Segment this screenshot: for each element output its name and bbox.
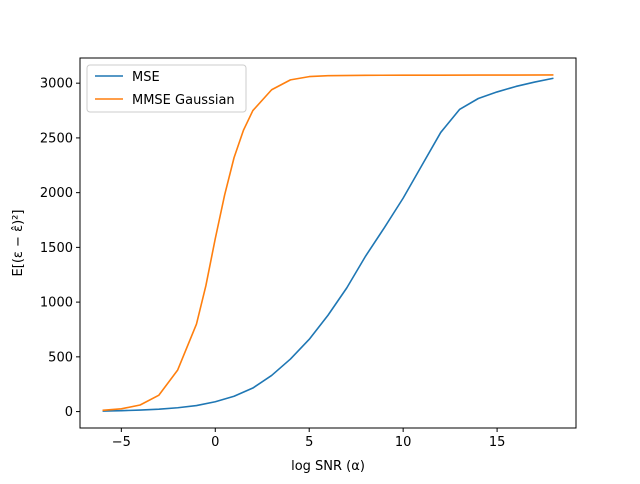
series-line-mse <box>102 77 554 412</box>
x-tick-label: 0 <box>211 435 219 450</box>
legend-label-mse: MSE <box>132 70 160 85</box>
y-axis-ticks: 0 500 1000 1500 2000 2500 3000 <box>40 77 80 420</box>
series-line-mmse-gaussian <box>102 74 554 412</box>
y-tick-label: 2000 <box>40 186 73 201</box>
y-tick-label: 3000 <box>40 77 73 92</box>
plot-area <box>80 58 576 428</box>
x-tick-label: 5 <box>305 435 313 450</box>
x-axis-ticks: −5 0 5 10 15 <box>112 428 506 450</box>
x-axis-label: log SNR (α) <box>291 459 365 474</box>
y-tick-label: 500 <box>48 350 73 365</box>
y-tick-label: 1500 <box>40 241 73 256</box>
plot-frame <box>79 57 577 429</box>
legend: MSE MMSE Gaussian <box>86 64 247 113</box>
y-tick-label: 1000 <box>40 296 73 311</box>
legend-box <box>86 64 247 113</box>
y-tick-label: 2500 <box>40 131 73 146</box>
legend-label-mmse-gaussian: MMSE Gaussian <box>132 93 235 108</box>
x-tick-label: 15 <box>489 435 506 450</box>
y-axis-label: E[(ε − ε̂)²] <box>11 210 26 277</box>
series-layer <box>102 74 554 412</box>
y-tick-label: 0 <box>65 405 73 420</box>
x-tick-label: −5 <box>112 435 131 450</box>
x-tick-label: 10 <box>395 435 412 450</box>
